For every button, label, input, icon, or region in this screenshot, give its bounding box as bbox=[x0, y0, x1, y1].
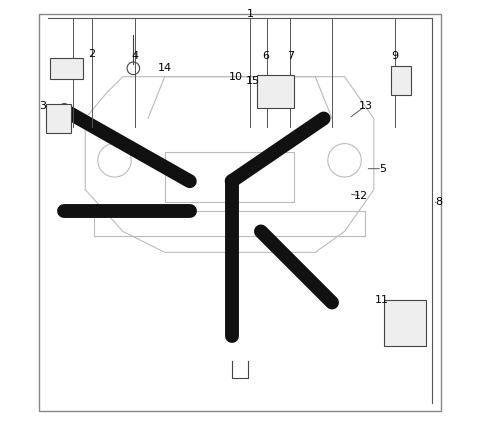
Text: 5: 5 bbox=[379, 164, 386, 174]
FancyBboxPatch shape bbox=[257, 75, 294, 108]
Text: 12: 12 bbox=[354, 191, 368, 201]
Text: 3: 3 bbox=[39, 101, 46, 111]
Text: 15: 15 bbox=[246, 76, 260, 86]
Text: 13: 13 bbox=[359, 101, 372, 111]
Text: 2: 2 bbox=[88, 49, 95, 59]
Text: 7: 7 bbox=[287, 51, 294, 61]
Text: 14: 14 bbox=[157, 63, 172, 73]
Text: 6: 6 bbox=[263, 51, 269, 61]
Text: 10: 10 bbox=[229, 72, 243, 82]
Text: 4: 4 bbox=[132, 51, 139, 61]
FancyBboxPatch shape bbox=[50, 58, 83, 79]
FancyBboxPatch shape bbox=[384, 301, 426, 346]
FancyBboxPatch shape bbox=[391, 66, 411, 96]
Text: 8: 8 bbox=[435, 197, 442, 207]
Text: 11: 11 bbox=[375, 296, 389, 305]
FancyBboxPatch shape bbox=[46, 104, 71, 133]
Text: 9: 9 bbox=[391, 51, 398, 61]
Text: 1: 1 bbox=[247, 9, 254, 19]
